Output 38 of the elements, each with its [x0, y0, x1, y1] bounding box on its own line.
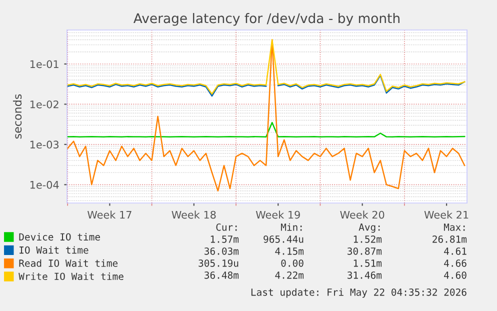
line-series	[67, 39, 466, 95]
text: 1.52m	[354, 235, 382, 243]
chart-title: Average latency for /dev/vda - by month	[134, 13, 400, 26]
x-tick-label: Week 21	[424, 210, 468, 219]
text: 4.60	[444, 271, 466, 279]
text: 4.61	[444, 247, 466, 255]
line-series	[67, 122, 466, 138]
text: 26.81m	[432, 235, 467, 243]
legend-label: Read IO Wait time	[19, 259, 118, 267]
text: Last update: Fri May 22 04:35:32 2026	[251, 288, 466, 298]
text: 31.46m	[348, 271, 382, 279]
text: 965.44u	[264, 235, 304, 243]
x-tick-label: Week 18	[172, 210, 216, 219]
text: 36.48m	[204, 271, 239, 279]
text: Avg:	[358, 224, 380, 233]
text: Max:	[444, 224, 465, 231]
x-tick-label: Week 20	[340, 210, 384, 219]
text: 36.03m	[204, 247, 239, 255]
text: 1.57m	[210, 236, 239, 243]
text: Cur:	[216, 223, 237, 231]
text: 4.22m	[275, 271, 304, 279]
y-tick-label: 1e-02	[30, 100, 58, 108]
text: 305.19u	[198, 259, 238, 267]
y-axis-title: seconds	[13, 94, 22, 139]
x-tick-label: Week 19	[256, 210, 300, 219]
text: 4.15m	[275, 248, 304, 255]
y-tick-label: 1e-04	[30, 180, 59, 189]
text: Min:	[280, 223, 302, 231]
text: 0.00	[281, 259, 304, 267]
y-tick-label: 1e-01	[30, 60, 58, 68]
text: 30.87m	[348, 247, 382, 255]
legend-label: Write IO Wait time	[18, 272, 124, 280]
x-tick-label: Week 17	[88, 210, 132, 219]
legend-label: IO Wait time	[20, 246, 88, 254]
legend-label: Device IO time	[19, 233, 100, 241]
y-tick-label: 1e-03	[30, 140, 59, 149]
text: 4.66	[444, 259, 466, 267]
text: 1.51m	[354, 260, 382, 267]
